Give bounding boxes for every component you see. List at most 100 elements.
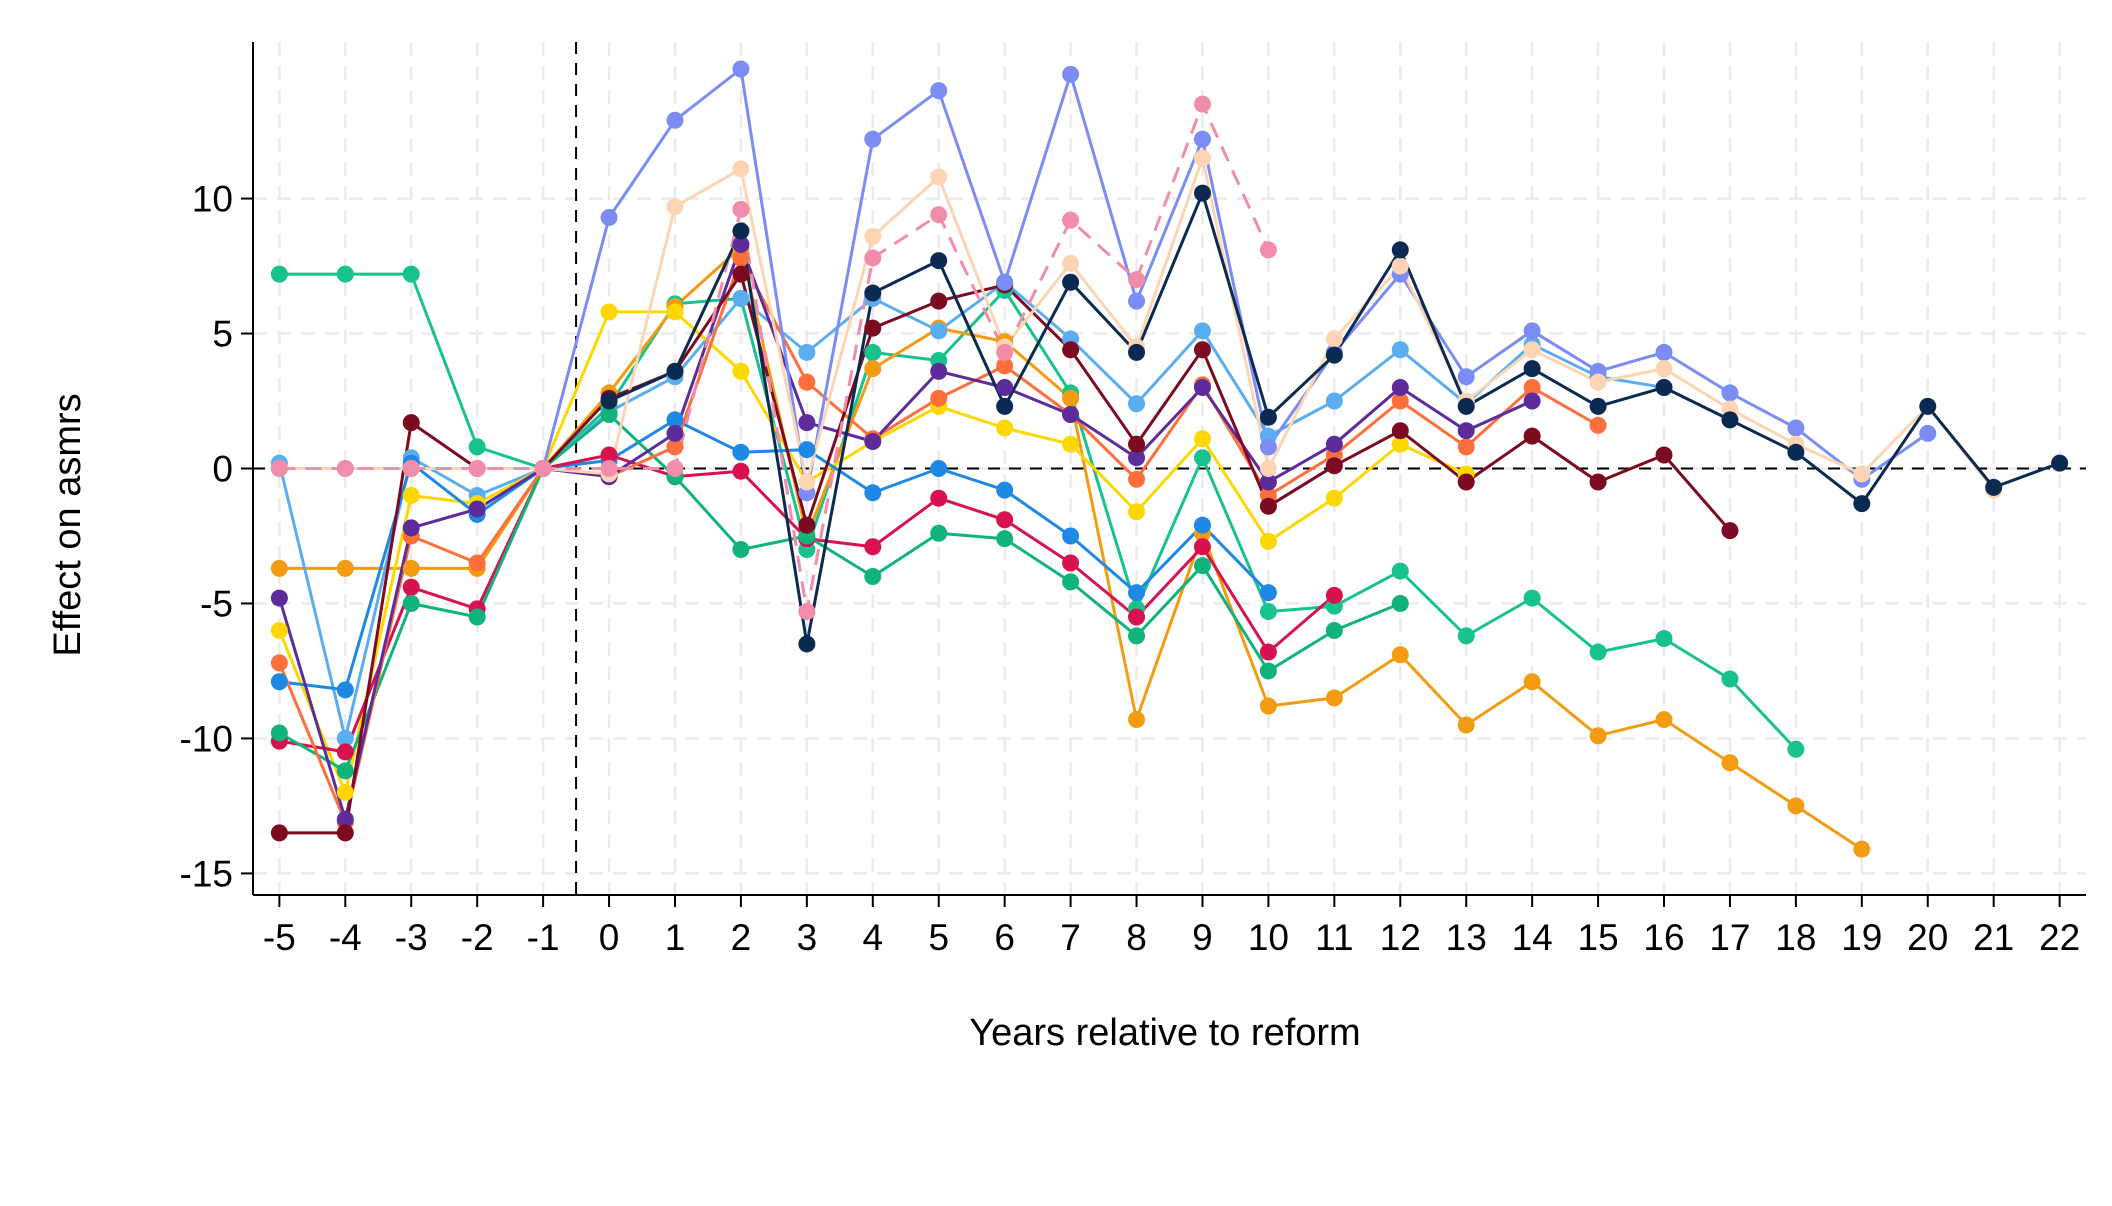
- series-3-point: [930, 322, 948, 340]
- series-9-point: [1259, 473, 1277, 491]
- series-11-point: [864, 130, 882, 148]
- series-1-point: [468, 438, 486, 456]
- series-1-point: [336, 265, 354, 283]
- series-14-point: [1259, 408, 1277, 426]
- series-12-point: [666, 198, 684, 216]
- series-1-point: [270, 265, 288, 283]
- series-10-point: [864, 319, 882, 337]
- series-14-point: [1391, 241, 1409, 259]
- series-2-point: [864, 360, 882, 378]
- series-7-point: [1325, 621, 1343, 639]
- series-11-point: [666, 111, 684, 129]
- series-10-point: [1721, 522, 1739, 540]
- series-5-point: [666, 411, 684, 429]
- series-10-point: [798, 516, 816, 534]
- x-tick-label: 14: [1512, 917, 1553, 958]
- series-4-point: [270, 621, 288, 639]
- series-9-point: [1391, 379, 1409, 397]
- series-6-point: [1193, 538, 1211, 556]
- series-line-13: [279, 102, 1270, 614]
- x-tick-label: -1: [527, 917, 560, 958]
- series-points: [270, 60, 2069, 858]
- series-9-point: [1523, 392, 1541, 410]
- series-3-point: [1325, 392, 1343, 410]
- series-6-point: [996, 511, 1014, 529]
- series-10-point: [1655, 446, 1673, 464]
- series-4-point: [1128, 503, 1146, 521]
- series-4-point: [336, 783, 354, 801]
- series-9-point: [996, 379, 1014, 397]
- x-tick-label: 16: [1643, 917, 1684, 958]
- series-7-point: [930, 524, 948, 542]
- series-5-point: [1128, 584, 1146, 602]
- series-7-point: [864, 567, 882, 585]
- series-12-point: [1062, 254, 1080, 272]
- x-tick-label: 22: [2039, 917, 2080, 958]
- series-9-point: [1457, 422, 1475, 440]
- x-tick-label: -5: [263, 917, 296, 958]
- series-4-point: [1325, 489, 1343, 507]
- series-2-point: [1062, 389, 1080, 407]
- series-line-5: [279, 418, 1270, 692]
- series-9-point: [666, 424, 684, 442]
- series-9-point: [270, 589, 288, 607]
- series-2-point: [1721, 754, 1739, 772]
- series-7-point: [270, 724, 288, 742]
- series-5-point: [864, 484, 882, 502]
- series-1-point: [1259, 603, 1277, 621]
- series-2-point: [270, 559, 288, 577]
- series-12-point: [798, 473, 816, 491]
- series-5-point: [732, 443, 750, 461]
- series-13-point: [1193, 95, 1211, 113]
- series-4-point: [732, 362, 750, 380]
- series-11-point: [1523, 322, 1541, 340]
- y-tick-label: -10: [180, 718, 233, 759]
- series-11-point: [1919, 424, 1937, 442]
- series-14-point: [666, 362, 684, 380]
- series-1-point: [1655, 630, 1673, 648]
- x-tick-label: 17: [1709, 917, 1750, 958]
- series-13-point: [930, 206, 948, 224]
- series-10-point: [1391, 422, 1409, 440]
- series-12-point: [1589, 373, 1607, 391]
- series-13-point: [732, 200, 750, 218]
- series-6-point: [600, 446, 618, 464]
- series-8-point: [732, 249, 750, 267]
- series-line-9: [277, 243, 1533, 821]
- series-12-point: [1259, 460, 1277, 477]
- series-14-point: [600, 392, 618, 410]
- series-6-point: [1259, 643, 1277, 661]
- series-7-point: [1391, 594, 1409, 612]
- series-14-point: [1721, 411, 1739, 429]
- series-3-point: [1391, 341, 1409, 359]
- x-tick-label: 6: [994, 917, 1015, 958]
- series-9-point: [336, 810, 354, 828]
- series-1-point: [402, 265, 420, 283]
- series-13-point: [600, 460, 618, 477]
- series-6-point: [402, 578, 420, 596]
- series-10-point: [1589, 473, 1607, 491]
- series-4-point: [1391, 435, 1409, 453]
- series-14-point: [1655, 379, 1673, 397]
- x-tick-label: 19: [1841, 917, 1882, 958]
- series-11-point: [1259, 438, 1277, 456]
- series-10-point: [336, 824, 354, 842]
- series-8-point: [468, 554, 486, 572]
- series-14-point: [1787, 443, 1805, 461]
- series-9-point: [798, 414, 816, 432]
- x-tick-label: 7: [1060, 917, 1081, 958]
- series-2-point: [1391, 646, 1409, 664]
- series-14-point: [1853, 495, 1871, 513]
- series-6-point: [1062, 554, 1080, 572]
- series-2-point: [1787, 797, 1805, 815]
- series-2-point: [1128, 711, 1146, 729]
- series-11-point: [1193, 130, 1211, 148]
- series-line-7: [278, 413, 1401, 773]
- x-tick-label: -2: [461, 917, 494, 958]
- y-tick-label: 5: [212, 314, 233, 355]
- series-12-point: [1655, 360, 1673, 378]
- series-14-point: [996, 397, 1014, 415]
- series-12-point: [1391, 257, 1409, 275]
- series-8-point: [1391, 392, 1409, 410]
- series-11-point: [1457, 368, 1475, 386]
